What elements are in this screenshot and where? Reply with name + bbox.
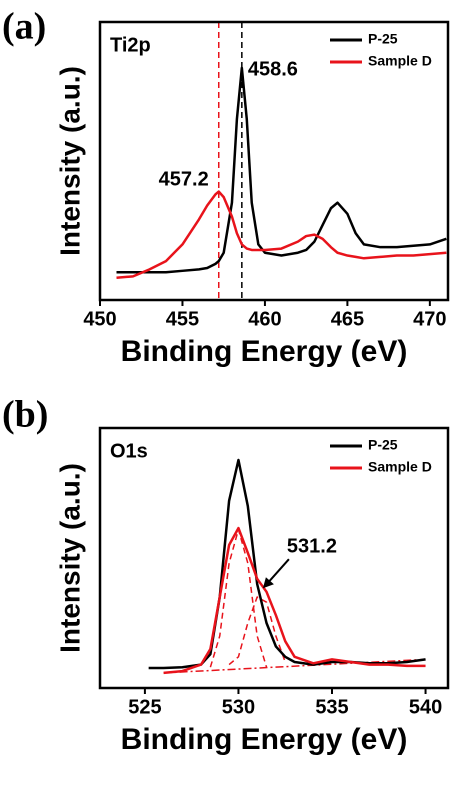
- peak-label: 457.2: [159, 168, 209, 190]
- x-tick-label: 450: [83, 308, 116, 330]
- spectrum-line: [116, 190, 447, 280]
- inner-label: O1s: [110, 440, 148, 462]
- legend-label: Sample D: [368, 53, 432, 69]
- annotation-arrowhead: [262, 577, 274, 589]
- fit-component: [228, 596, 286, 666]
- plot-frame: [98, 20, 450, 302]
- x-tick-label: 530: [222, 696, 255, 718]
- x-tick-label: 460: [248, 308, 281, 330]
- inner-label: Ti2p: [110, 34, 151, 56]
- x-axis-label: Binding Energy (eV): [121, 723, 408, 756]
- x-tick-label: 455: [166, 308, 199, 330]
- spectrum-line: [148, 458, 426, 670]
- annotation-label: 531.2: [287, 535, 337, 557]
- spectrum-line: [163, 526, 426, 675]
- panel-label: (b): [2, 394, 48, 436]
- peak-label: 458.6: [248, 58, 298, 80]
- x-tick-label: 525: [128, 696, 161, 718]
- x-tick-label: 540: [409, 696, 442, 718]
- fit-baseline: [163, 658, 426, 674]
- y-axis-label: Intensity (a.u.): [54, 66, 85, 256]
- panel-label: (a): [2, 6, 46, 48]
- legend-label: P-25: [368, 31, 398, 47]
- x-axis-label: Binding Energy (eV): [121, 335, 408, 368]
- x-tick-label: 465: [331, 308, 364, 330]
- x-tick-label: 535: [315, 696, 348, 718]
- spectrum-line: [116, 66, 447, 274]
- legend-label: P-25: [368, 437, 398, 453]
- plot-frame: [98, 426, 450, 690]
- y-axis-label: Intensity (a.u.): [54, 463, 85, 653]
- x-tick-label: 470: [413, 308, 446, 330]
- legend-label: Sample D: [368, 459, 432, 475]
